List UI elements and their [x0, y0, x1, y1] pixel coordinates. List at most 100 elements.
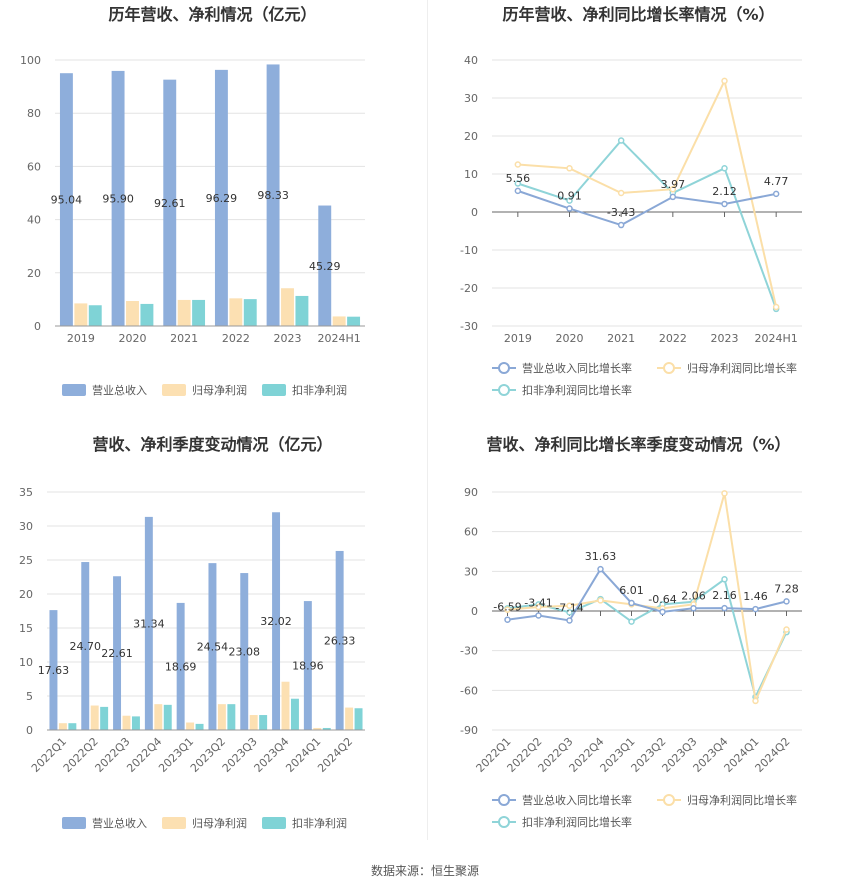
data-point [721, 604, 728, 612]
data-point [669, 193, 677, 201]
legend-marker [498, 362, 510, 374]
data-label: 7.28 [774, 582, 799, 595]
y-tick-label: 60 [464, 526, 478, 539]
bar [49, 610, 58, 730]
data-label: -3.41 [524, 597, 552, 610]
data-label: 26.33 [324, 634, 356, 647]
series-line [507, 567, 787, 622]
x-tick-label: 2020 [119, 332, 147, 345]
legend-swatch [162, 817, 186, 829]
legend-marker [498, 384, 510, 396]
y-tick-label: 0 [26, 724, 33, 737]
y-tick-label: 0 [471, 206, 478, 219]
bar [81, 562, 90, 730]
data-label: -0.64 [648, 593, 676, 606]
bar [122, 715, 131, 730]
x-tick-label: 2019 [504, 332, 532, 345]
data-point [597, 597, 604, 604]
bar [113, 576, 122, 730]
bar [111, 70, 125, 326]
data-label: 2.16 [712, 589, 737, 602]
y-tick-label: 40 [464, 54, 478, 67]
data-source: 数据来源：恒生聚源 [370, 864, 479, 878]
panel-divider [427, 0, 428, 840]
data-point [504, 606, 511, 613]
x-tick-label: 2019 [67, 332, 95, 345]
bar [259, 715, 268, 730]
data-point [628, 618, 635, 625]
bar [100, 706, 109, 730]
bar [163, 704, 172, 730]
bar [347, 316, 361, 326]
bar [68, 723, 77, 730]
bar [192, 299, 206, 326]
x-tick-label: 2023 [711, 332, 739, 345]
bar [154, 704, 163, 730]
legend-label: 归母净利润 [192, 816, 247, 830]
chart-title: 营收、净利同比增长率季度变动情况（%） [486, 435, 790, 454]
bar [195, 723, 204, 730]
bar [144, 516, 153, 730]
legend-marker [663, 794, 675, 806]
data-point [721, 576, 728, 583]
data-point [566, 617, 573, 624]
y-tick-label: 30 [464, 565, 478, 578]
data-label: 17.63 [38, 664, 70, 677]
bar [186, 722, 195, 730]
legend-label: 扣非净利润 [292, 816, 347, 830]
y-tick-label: 20 [464, 130, 478, 143]
legend-label: 扣非净利润同比增长率 [522, 815, 632, 829]
y-tick-label: -60 [460, 684, 478, 697]
data-point [721, 165, 728, 172]
bar [177, 299, 191, 326]
legend-swatch [62, 384, 86, 396]
x-tick-label: 2020 [556, 332, 584, 345]
data-label: 5.56 [506, 172, 530, 185]
y-tick-label: 35 [19, 486, 33, 499]
data-point [617, 189, 625, 197]
data-label: 45.29 [309, 260, 341, 273]
annual-revenue-profit-chart: 历年营收、净利情况（亿元） 0 20 40 60 80 100 95.04 95.90 92.61… [0, 0, 425, 430]
data-point [566, 197, 573, 204]
bar [303, 601, 312, 730]
data-point [566, 165, 573, 172]
data-point [566, 602, 573, 609]
data-point [690, 605, 697, 612]
data-point [628, 599, 635, 607]
legend-swatch [262, 817, 286, 829]
bar [345, 707, 354, 730]
legend-label: 归母净利润同比增长率 [687, 793, 797, 807]
bar [214, 69, 228, 327]
data-label: 31.63 [585, 550, 617, 563]
bar [295, 295, 309, 326]
data-point [659, 608, 666, 616]
data-label: 95.04 [51, 194, 83, 207]
data-point [566, 609, 573, 616]
legend-label: 归母净利润同比增长率 [687, 361, 797, 375]
bar [354, 708, 363, 730]
y-tick-label: 40 [27, 214, 41, 227]
y-tick-label: 5 [26, 690, 33, 703]
y-tick-label: -30 [460, 645, 478, 658]
bar [229, 298, 243, 326]
y-tick-label: 0 [471, 605, 478, 618]
bar [131, 716, 140, 730]
chart-svg: 历年营收、净利情况（亿元） 0 20 40 60 80 100 95.04 95.90 92.61… [20, 5, 365, 397]
data-label: 3.97 [661, 178, 686, 191]
data-point [783, 626, 790, 633]
data-point [617, 137, 625, 144]
bar [58, 723, 67, 730]
data-label: 98.33 [257, 189, 289, 202]
x-tick-label: 2024Q2 [753, 735, 793, 775]
data-label: 96.29 [206, 192, 238, 205]
y-tick-label: 10 [19, 656, 33, 669]
bar [74, 303, 88, 326]
data-point [669, 185, 677, 193]
bar [281, 288, 294, 326]
data-label: 95.90 [102, 192, 134, 205]
annual-growth-chart: 历年营收、净利同比增长率情况（%） -30 -20 -10 0 10 20 30 40 5.56 0… [427, 0, 850, 430]
bar [208, 563, 217, 730]
bar [335, 550, 344, 730]
y-tick-label: 30 [19, 520, 33, 533]
bar [313, 727, 322, 730]
